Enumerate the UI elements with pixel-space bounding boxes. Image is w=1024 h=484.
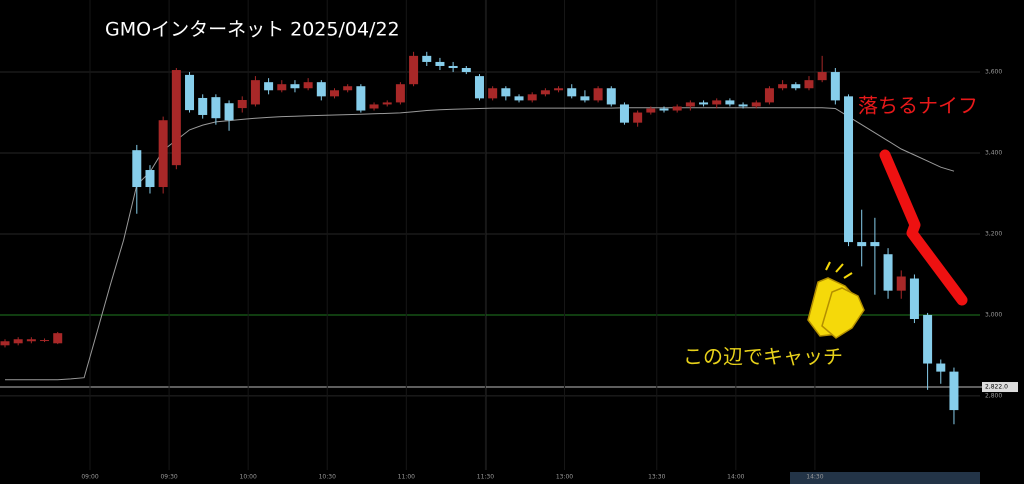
last-price-box	[982, 382, 1018, 393]
x-tick-label: 14:30	[806, 474, 823, 481]
x-tick-label: 10:00	[240, 474, 257, 481]
candle-body	[435, 61, 445, 66]
candle-body	[356, 86, 366, 111]
x-tick-label: 13:00	[556, 474, 573, 481]
candle-body	[316, 82, 326, 97]
scrollbar	[790, 472, 980, 484]
candle-body	[567, 88, 577, 97]
candle-body	[395, 84, 405, 103]
candle-body	[264, 82, 274, 91]
candle-body	[619, 104, 629, 123]
candle-body	[804, 80, 814, 89]
candle-body	[527, 94, 537, 101]
candle-body	[870, 242, 880, 247]
candle-body	[830, 72, 840, 101]
candle-body	[26, 339, 36, 342]
candle-body	[185, 74, 195, 111]
candle-body	[936, 363, 946, 372]
candle-body	[883, 254, 893, 291]
candle-body	[40, 340, 50, 342]
x-tick-label: 11:30	[477, 474, 494, 481]
candle-body	[580, 96, 590, 101]
candle-body	[224, 103, 234, 121]
candle-body	[540, 90, 550, 95]
candle-body	[211, 97, 221, 119]
x-tick-label: 11:00	[398, 474, 415, 481]
candle-body	[923, 314, 933, 364]
candle-body	[13, 339, 23, 344]
candle-body	[171, 70, 181, 166]
x-tick-label: 10:30	[319, 474, 336, 481]
annotation: この辺でキャッチ	[683, 345, 843, 369]
candle-body	[857, 242, 867, 247]
candle-body	[738, 104, 748, 107]
last-price-label: 2,822.0	[985, 384, 1008, 391]
y-tick-label: 3,000	[985, 311, 1002, 318]
candle-body	[685, 102, 695, 107]
candle-body	[791, 84, 801, 89]
candle-body	[198, 97, 208, 115]
candle-body	[844, 96, 854, 243]
y-tick-label: 3,400	[985, 150, 1002, 157]
candle-body	[145, 170, 155, 188]
candle-body	[514, 96, 524, 101]
x-tick-label: 13:30	[648, 474, 665, 481]
y-tick-label: 3,600	[985, 69, 1002, 76]
clap-icon	[807, 261, 865, 339]
candle-body	[699, 102, 709, 105]
y-tick-label: 3,200	[985, 230, 1002, 237]
candle-body	[896, 276, 906, 291]
candle-body	[474, 76, 484, 99]
x-tick-label: 09:30	[160, 474, 177, 481]
candle-body	[949, 371, 959, 411]
candle-body	[501, 88, 511, 97]
candle-body	[633, 112, 643, 123]
candle-body	[422, 55, 432, 62]
candle-body	[53, 333, 63, 344]
candle-body	[290, 84, 300, 89]
candle-body	[764, 88, 774, 103]
candle-body	[448, 65, 458, 69]
candle-body	[382, 102, 392, 105]
candle-body	[725, 100, 735, 105]
annotation: 落ちるナイフ	[858, 94, 978, 118]
candle-body	[303, 82, 313, 89]
candle-body	[409, 55, 419, 85]
candle-body	[369, 104, 379, 109]
candle-body	[237, 99, 247, 109]
candle-body	[606, 88, 616, 105]
candle-body	[672, 106, 682, 111]
candle-body	[778, 84, 788, 89]
y-tick-label: 2,800	[985, 392, 1002, 399]
candle-body	[751, 102, 761, 107]
candle-body	[488, 88, 498, 99]
candle-body	[817, 72, 827, 81]
knife-stroke	[879, 149, 968, 306]
candle-body	[277, 84, 287, 91]
candle-body	[132, 150, 142, 188]
candle-body	[646, 108, 656, 113]
candle-body	[461, 68, 471, 73]
candle-body	[343, 86, 353, 91]
candle-body	[0, 341, 10, 346]
candle-body	[593, 88, 603, 101]
candle-body	[659, 108, 669, 111]
chart-title: GMOインターネット 2025/04/22	[105, 19, 400, 41]
candle-body	[250, 80, 260, 105]
candle-body	[712, 100, 722, 105]
x-tick-label: 09:00	[81, 474, 98, 481]
candle-body	[158, 120, 168, 188]
candle-body	[330, 90, 339, 97]
candle-body	[554, 88, 564, 91]
candle-body	[909, 278, 919, 320]
x-tick-label: 14:00	[727, 474, 744, 481]
